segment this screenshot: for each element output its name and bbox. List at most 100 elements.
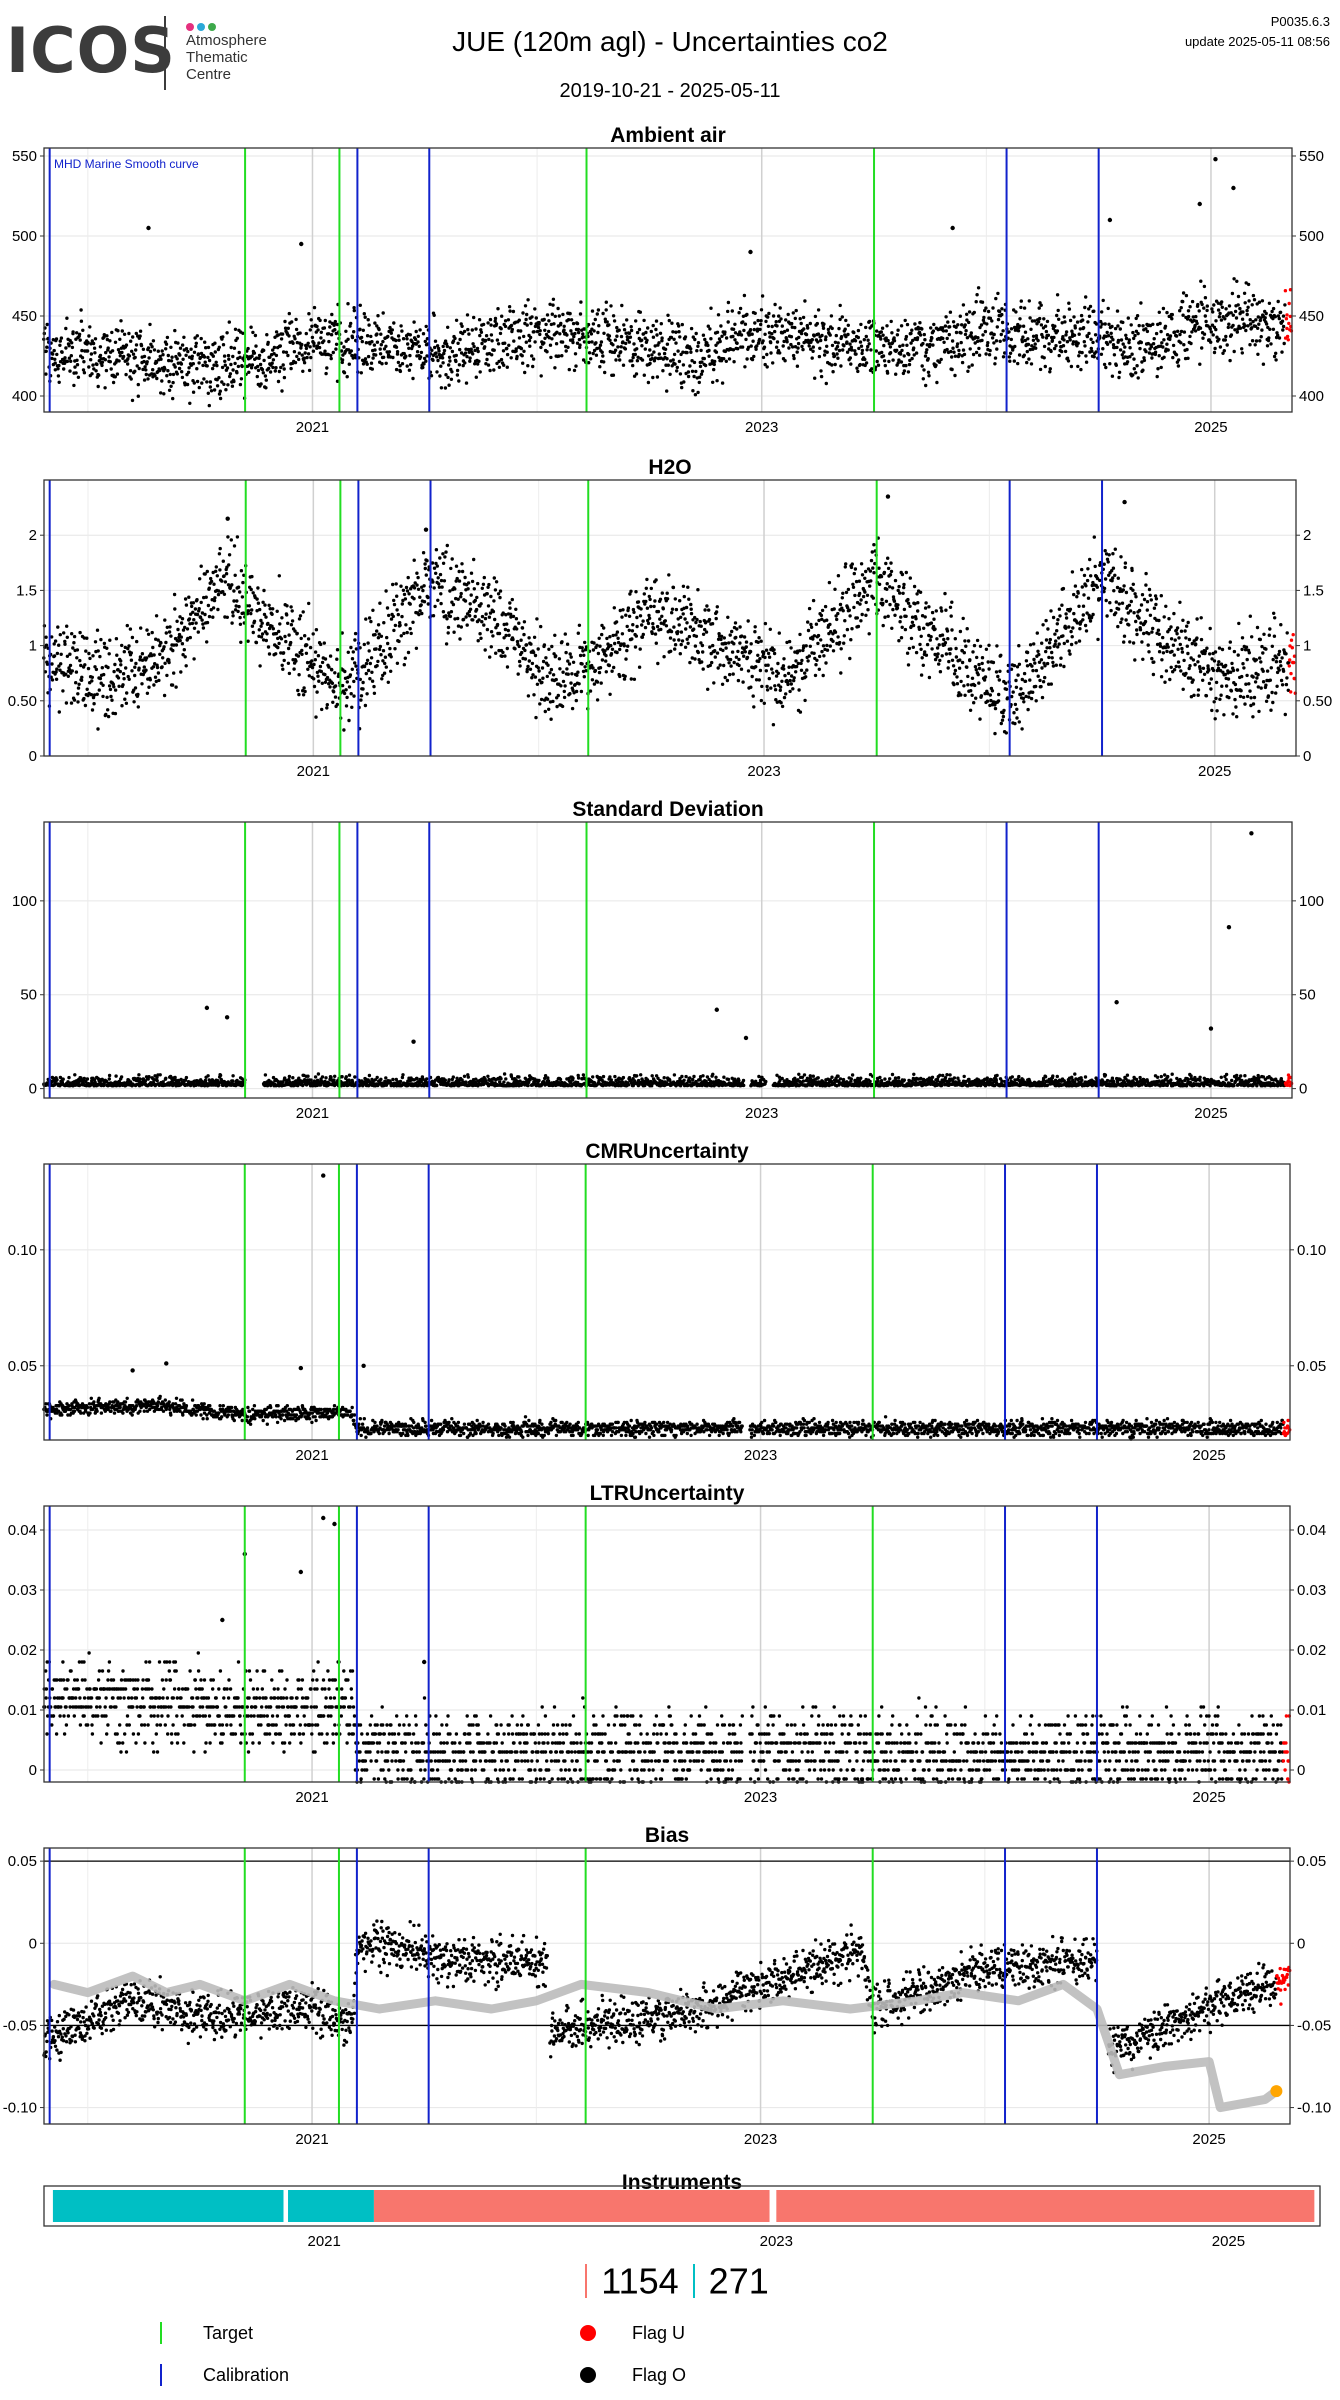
flag-o-point (1270, 309, 1274, 314)
flag-o-point (547, 319, 551, 323)
flag-o-point (686, 585, 690, 589)
flag-o-point (448, 346, 452, 350)
flag-o-point (955, 682, 960, 686)
flag-o-point (576, 330, 581, 335)
flag-o-point (591, 648, 596, 652)
flag-o-point (682, 594, 686, 599)
flag-o-point (657, 341, 661, 345)
flag-o-point (617, 354, 621, 358)
flag-o-point (1251, 293, 1256, 298)
flag-o-point (231, 614, 235, 618)
flag-o-point (990, 689, 995, 693)
flag-o-point (706, 687, 710, 691)
flag-o-point (771, 671, 775, 675)
flag-o-point (537, 320, 541, 325)
flag-o-point (1133, 333, 1137, 338)
y-tick-label-left: 400 (12, 388, 37, 405)
flag-o-point (940, 654, 944, 658)
flag-o-point (359, 694, 364, 698)
flag-o-point (189, 347, 193, 351)
flag-o-point (683, 335, 688, 339)
flag-o-point (1069, 364, 1074, 369)
flag-o-point (180, 343, 185, 347)
flag-o-point (803, 299, 807, 303)
flag-o-point (810, 356, 814, 360)
flag-o-point (684, 627, 688, 631)
flag-o-point (922, 368, 926, 372)
flag-o-point (437, 349, 441, 353)
flag-o-point (1128, 346, 1132, 350)
flag-o-point (627, 628, 631, 632)
flag-o-point (553, 633, 557, 637)
flag-o-point (836, 356, 840, 360)
flag-o-point (1216, 308, 1221, 312)
flag-o-point (960, 323, 964, 327)
flag-o-point (1064, 616, 1069, 620)
flag-o-point (830, 343, 835, 348)
flag-o-point (792, 356, 796, 361)
flag-o-point (215, 363, 219, 368)
flag-o-point (75, 363, 80, 367)
flag-o-point (1019, 305, 1023, 310)
flag-o-point (743, 650, 747, 654)
flag-o-point (749, 642, 753, 646)
flag-o-point (637, 665, 642, 669)
flag-o-point (359, 371, 363, 375)
flag-o-point (1163, 324, 1168, 328)
flag-o-point (61, 689, 65, 693)
flag-o-point (686, 641, 690, 645)
flag-o-point (325, 703, 329, 707)
flag-o-point (800, 658, 804, 663)
flag-o-point (831, 370, 835, 374)
flag-o-point (718, 663, 722, 667)
flag-o-point (161, 353, 165, 357)
flag-o-point (668, 636, 673, 640)
flag-o-point (65, 635, 70, 639)
flag-o-point (598, 343, 603, 347)
flag-o-point (82, 696, 86, 701)
flag-o-point (318, 318, 322, 323)
flag-o-point (157, 678, 161, 683)
flag-o-point (1204, 319, 1208, 324)
flag-o-point (271, 348, 275, 352)
flag-o-point (979, 323, 984, 327)
flag-o-point (984, 647, 989, 651)
flag-o-point (549, 667, 554, 672)
flag-o-point (618, 358, 622, 362)
flag-o-point (843, 619, 847, 623)
flag-o-point (325, 706, 329, 710)
flag-o-point (281, 667, 285, 671)
flag-o-point (548, 302, 552, 306)
flag-o-point (1013, 344, 1017, 349)
flag-o-point (914, 650, 919, 655)
flag-o-point (790, 345, 795, 349)
flag-o-point (470, 328, 474, 332)
flag-o-point (840, 315, 844, 319)
flag-o-point (788, 678, 792, 683)
flag-o-point (675, 365, 679, 370)
flag-o-point (1233, 309, 1238, 314)
flag-o-point (194, 344, 198, 349)
flag-o-point (333, 328, 337, 332)
flag-o-point (409, 362, 413, 367)
flag-o-point (804, 675, 808, 679)
flag-o-point (395, 608, 399, 612)
flag-o-point (1042, 344, 1047, 349)
flag-o-point (250, 363, 255, 367)
flag-o-point (493, 316, 498, 321)
flag-o-point (971, 650, 975, 654)
flag-o-point (1044, 638, 1049, 642)
flag-o-point (1039, 684, 1043, 689)
flag-o-point (125, 623, 129, 628)
flag-o-point (148, 678, 152, 682)
flag-o-point (312, 677, 316, 681)
flag-o-point (394, 345, 399, 349)
flag-o-point (108, 687, 113, 692)
flag-o-point (1015, 716, 1019, 720)
flag-o-point (652, 350, 656, 354)
flag-o-point (475, 346, 480, 351)
flag-o-point (171, 372, 176, 377)
flag-o-point (918, 321, 922, 325)
flag-o-point (822, 654, 826, 658)
flag-o-point (1039, 658, 1044, 662)
